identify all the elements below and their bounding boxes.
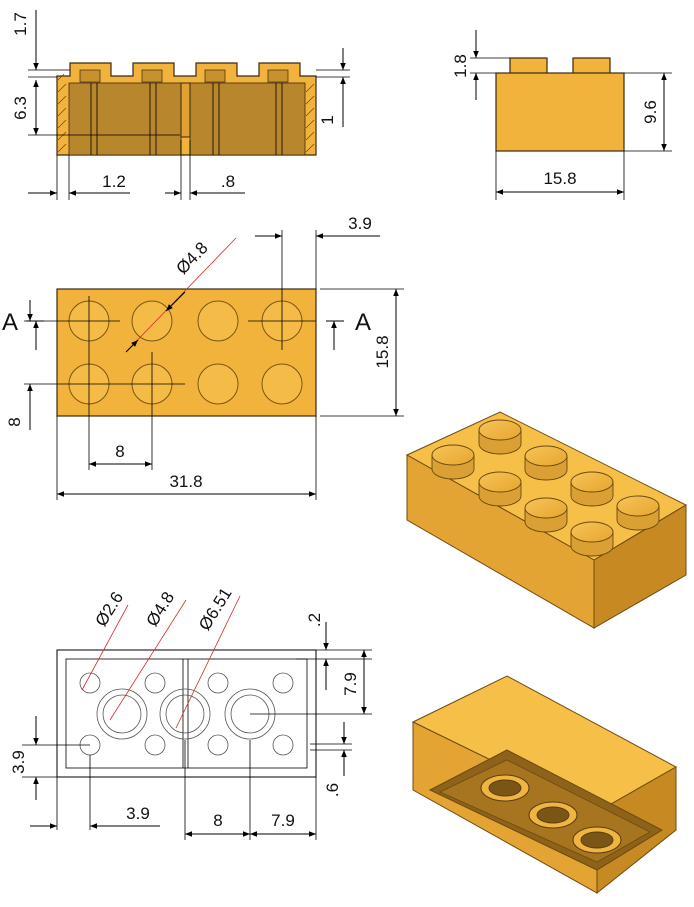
section-view: 1.7 6.3 1 1.2 .8	[11, 10, 350, 200]
dim-bottom-tube-pitch: 8	[213, 811, 222, 830]
dim-wall-top: 1	[318, 115, 337, 124]
iso-stud-top	[570, 521, 614, 543]
dim-bottom-edge-horiz: 3.9	[126, 804, 150, 823]
dim-bottom-top-gap: .2	[305, 613, 324, 627]
iso-brick-bottom	[411, 675, 678, 895]
iso-stud-top	[524, 445, 568, 467]
iso-stud-top	[616, 495, 660, 517]
dim-rib-thickness: .8	[221, 172, 235, 191]
dim-bottom-small-dia: Ø2.6	[92, 588, 128, 629]
section-marker-left: A	[2, 309, 18, 336]
dim-top-col-pitch: 8	[115, 442, 124, 461]
iso-stud-top	[431, 444, 475, 466]
iso-stud-top	[524, 497, 568, 519]
dim-top-length: 31.8	[169, 472, 202, 491]
dim-bottom-edge-vert: 3.9	[9, 750, 28, 774]
section-marker-right: A	[355, 309, 371, 336]
top-view: Ø4.8 3.9 15.8 A A 8 8 31.8	[2, 214, 404, 500]
dim-bottom-half-width: 7.9	[341, 672, 360, 696]
iso-brick-top	[405, 411, 688, 629]
dim-inner-depth: 6.3	[11, 96, 30, 120]
bottom-view: Ø2.6 Ø4.8 Ø6.51 .2 7.9 .6 3.9 3.9 8	[9, 584, 372, 840]
dim-stud-height: 1.7	[11, 12, 30, 36]
iso-stud-top	[478, 419, 522, 441]
iso-stud-top	[570, 471, 614, 493]
dim-top-edge-offset: 3.9	[348, 214, 372, 233]
dim-side-stud: 1.8	[451, 54, 470, 78]
dim-bottom-tube-inner-dia: Ø4.8	[143, 588, 179, 629]
dim-bottom-tube-outer-dia: Ø6.51	[195, 584, 236, 633]
dim-top-stud-dia: Ø4.8	[172, 238, 211, 278]
side-view: 1.8 9.6 15.8	[451, 30, 672, 200]
dim-bottom-end-offset: 7.9	[271, 811, 295, 830]
dim-top-width: 15.8	[373, 335, 392, 368]
dim-bottom-wall-gap: .6	[323, 783, 342, 797]
dim-side-height: 9.6	[641, 100, 660, 124]
dim-side-width: 15.8	[543, 169, 576, 188]
dim-wall-thickness: 1.2	[102, 172, 126, 191]
iso-stud-top	[478, 471, 522, 493]
dim-top-row-pitch: 8	[5, 417, 24, 426]
